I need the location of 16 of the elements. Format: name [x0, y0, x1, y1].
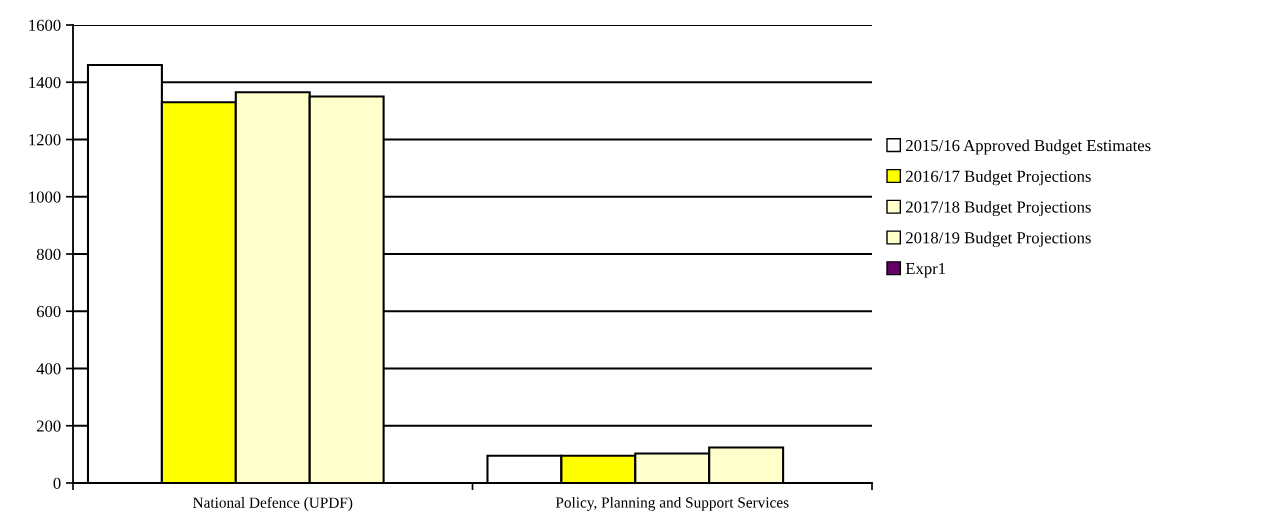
x-tick-label: Policy, Planning and Support Services — [555, 496, 789, 511]
y-tick-label: 1200 — [29, 134, 61, 146]
legend-label: 2017/18 Budget Projections — [906, 200, 1091, 217]
y-tick-label: 0 — [53, 477, 61, 489]
legend-label: 2016/17 Budget Projections — [906, 170, 1091, 186]
y-tick-label: 400 — [36, 363, 61, 375]
y-tick-label: 1400 — [29, 76, 61, 89]
y-tick-label: 1000 — [29, 191, 61, 203]
x-tick-label: National Defence (UPDF) — [193, 496, 353, 511]
y-tick-label: 200 — [36, 420, 61, 432]
y-tick-label: 800 — [36, 248, 61, 260]
legend-label: 2018/19 Budget Projections — [906, 231, 1091, 247]
legend-label: 2015/16 Approved Budget Estimates — [906, 139, 1151, 155]
legend-label: Expr1 — [905, 263, 946, 278]
y-tick-label: 600 — [36, 305, 61, 318]
y-tick-label: 1600 — [29, 19, 61, 31]
